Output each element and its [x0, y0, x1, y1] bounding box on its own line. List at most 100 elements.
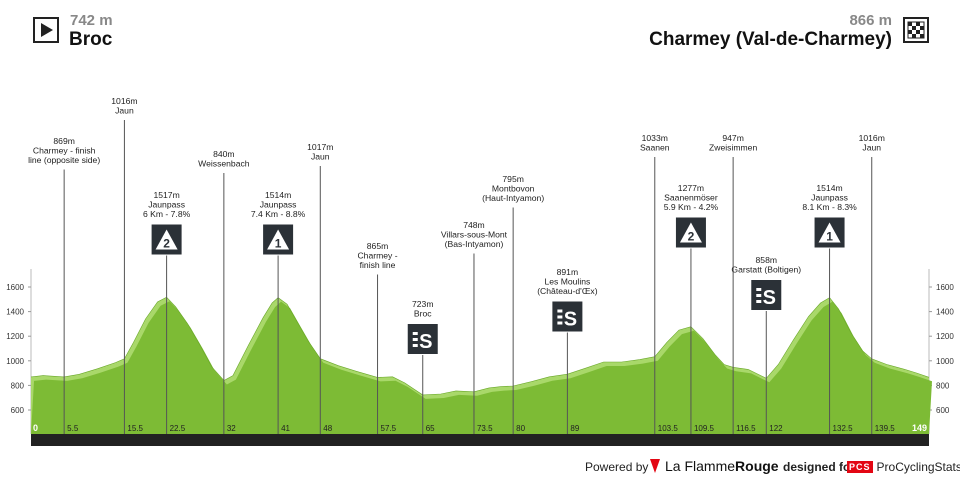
km-label: 32: [227, 424, 236, 433]
waypoint-label: Broc: [414, 309, 432, 319]
waypoint-label: 5.9 Km - 4.2%: [664, 202, 719, 212]
waypoint-label: Charmey - finish: [33, 146, 96, 156]
y-tick-label-right: 1400: [936, 308, 954, 317]
kom-category-label: 1: [826, 230, 833, 244]
y-tick-label-right: 1600: [936, 283, 954, 292]
mountain-icon: [679, 222, 702, 243]
km-label: 116.5: [736, 424, 756, 433]
brand-la-flamme: La Flamme: [665, 458, 736, 474]
waypoint-label: Saanenmöser: [664, 193, 718, 203]
waypoint-label: 748m: [463, 220, 485, 230]
km-label: 48: [323, 424, 332, 433]
y-tick-label-left: 1600: [6, 283, 24, 292]
brand-rouge: Rouge: [735, 458, 779, 474]
sprint-stripe-icon: [756, 300, 762, 303]
distance-bar: [31, 434, 929, 446]
sprint-stripe-icon: [412, 344, 418, 347]
sprint-label: S: [419, 331, 432, 353]
waypoint-label: Charmey -: [357, 251, 397, 261]
waypoint-label: 865m: [367, 241, 389, 251]
waypoint-label: Saanen: [640, 143, 670, 153]
y-tick-label-right: 800: [936, 381, 950, 390]
waypoint-label: 1017m: [307, 142, 333, 152]
kom-category-label: 2: [163, 237, 170, 251]
km-label: 149: [912, 423, 927, 433]
waypoint-label: 947m: [722, 133, 744, 143]
waypoint-label: Garstatt (Boltigen): [731, 265, 801, 275]
pcs-logo: PCS ProCyclingStats: [847, 460, 960, 474]
km-label: 109.5: [694, 424, 715, 433]
waypoint-label: 8.1 Km - 8.3%: [802, 202, 857, 212]
y-tick-label-left: 800: [11, 381, 25, 390]
sprint-stripe-icon: [557, 321, 563, 325]
waypoint-label: (Bas-Intyamon): [445, 239, 504, 249]
y-tick-label-right: 1200: [936, 332, 954, 341]
sprint-label: S: [763, 287, 776, 309]
waypoint-label: (Haut-Intyamon): [482, 193, 544, 203]
start-town: Broc: [69, 29, 113, 50]
waypoint-label: 795m: [502, 174, 524, 184]
waypoint-label: 840m: [213, 149, 235, 159]
y-tick-label-right: 1000: [936, 357, 954, 366]
waypoint-label: (Château-d'Œx): [537, 286, 598, 296]
waypoint-label: Les Moulins: [544, 277, 590, 287]
start-altitude: 742 m: [70, 12, 113, 29]
sprint-label: S: [564, 309, 577, 331]
y-tick-label-left: 1000: [6, 357, 24, 366]
sprint-stripe-icon: [557, 315, 563, 319]
waypoint-label: Zweisimmen: [709, 143, 757, 153]
km-label: 89: [570, 424, 579, 433]
waypoint-label: 858m: [756, 255, 778, 265]
y-tick-label-left: 1400: [6, 308, 24, 317]
sprint-stripe-icon: [756, 288, 762, 291]
finish-town: Charmey (Val-de-Charmey): [649, 29, 892, 50]
sprint-stripe-icon: [412, 332, 418, 335]
km-label: 57.5: [381, 424, 397, 433]
sprint-stripe-icon: [756, 294, 762, 297]
waypoint-label: Jaun: [115, 106, 134, 116]
waypoint-label: finish line: [360, 260, 396, 270]
waypoint-label: Jaunpass: [811, 193, 848, 203]
waypoint-label: line (opposite side): [28, 155, 100, 165]
pcs-name: ProCyclingStats: [876, 460, 960, 474]
km-label: 5.5: [67, 424, 79, 433]
kom-category-label: 1: [275, 237, 282, 251]
waypoint-label: 869m: [53, 136, 75, 146]
km-label: 41: [281, 424, 290, 433]
waypoint-label: 6 Km - 7.8%: [143, 209, 191, 219]
waypoint-label: Jaun: [862, 143, 881, 153]
profile-area-dark: [31, 301, 932, 434]
y-tick-label-right: 600: [936, 406, 950, 415]
y-tick-label-left: 600: [11, 406, 25, 415]
km-label: 139.5: [875, 424, 896, 433]
waypoint-label: Villars-sous-Mont: [441, 230, 508, 240]
mountain-icon: [155, 229, 178, 250]
designed-for-text: designed for: [783, 460, 856, 474]
finish-altitude: 866 m: [849, 12, 892, 29]
la-flamme-rouge-logo: La Flamme Rouge: [649, 457, 779, 475]
waypoint-label: 1277m: [678, 183, 704, 193]
km-label: 103.5: [658, 424, 679, 433]
waypoint-label: 1514m: [265, 190, 291, 200]
mountain-icon: [267, 229, 290, 250]
waypoint-label: Weissenbach: [198, 159, 250, 169]
km-label: 132.5: [833, 424, 854, 433]
sprint-stripe-icon: [557, 309, 563, 313]
km-label: 73.5: [477, 424, 493, 433]
flame-icon: [650, 459, 660, 473]
waypoint-label: Montbovon: [492, 184, 535, 194]
waypoint-label: 1033m: [642, 133, 668, 143]
km-label: 80: [516, 424, 525, 433]
waypoint-label: 1514m: [816, 183, 842, 193]
km-label: 65: [426, 424, 435, 433]
powered-by-text: Powered by: [585, 460, 649, 474]
kom-category-label: 2: [688, 230, 695, 244]
start-flag-icon: [33, 17, 59, 43]
waypoint-label: Jaunpass: [148, 200, 185, 210]
waypoint-label: 891m: [557, 267, 579, 277]
waypoint-label: Jaunpass: [260, 200, 297, 210]
km-label: 0: [33, 423, 38, 433]
mountain-icon: [818, 222, 841, 243]
